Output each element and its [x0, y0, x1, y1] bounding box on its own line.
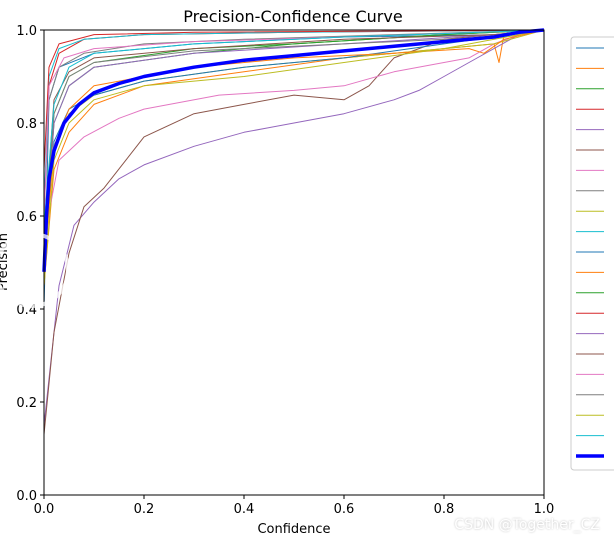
x-tick-label: 0.8: [434, 502, 455, 517]
series-line-14: [43, 29, 545, 170]
series-line-2: [43, 29, 545, 286]
legend: [570, 36, 614, 471]
series-line-12: [43, 29, 545, 272]
series-line-all-classes: [42, 28, 545, 272]
series-line-20: [43, 29, 545, 226]
y-tick-label: 0.2: [16, 396, 37, 411]
chart-title: Precision-Confidence Curve: [183, 7, 402, 26]
watermark: CSDN @Together_CZ: [454, 517, 600, 533]
y-tick-label: 1.0: [16, 24, 37, 39]
x-tick-label: 0.4: [234, 502, 255, 517]
y-tick-label: 0.8: [16, 117, 37, 132]
series-group: [42, 28, 545, 435]
series-line-11: [43, 29, 545, 263]
x-tick-label: 0.2: [134, 502, 155, 517]
y-tick-label: 0.0: [16, 489, 37, 504]
legend-box: [570, 36, 614, 471]
series-line-5: [43, 29, 545, 426]
y-tick-label: 0.6: [16, 210, 37, 225]
scroll-left-overlay-icon[interactable]: [0, 232, 70, 308]
x-tick-label: 0.0: [34, 502, 55, 517]
series-line-19: [43, 29, 545, 286]
x-tick-label: 0.6: [334, 502, 355, 517]
plot-area: [43, 29, 545, 496]
series-line-8: [43, 29, 545, 217]
series-line-13: [43, 29, 545, 240]
x-axis: 0.0 0.2 0.4 0.6 0.8 1.0: [34, 495, 555, 517]
series-line-15: [43, 29, 545, 263]
series-line-16: [43, 29, 545, 240]
x-tick-label: 1.0: [534, 502, 555, 517]
series-line-7: [43, 29, 545, 240]
x-axis-label: Confidence: [257, 522, 330, 537]
